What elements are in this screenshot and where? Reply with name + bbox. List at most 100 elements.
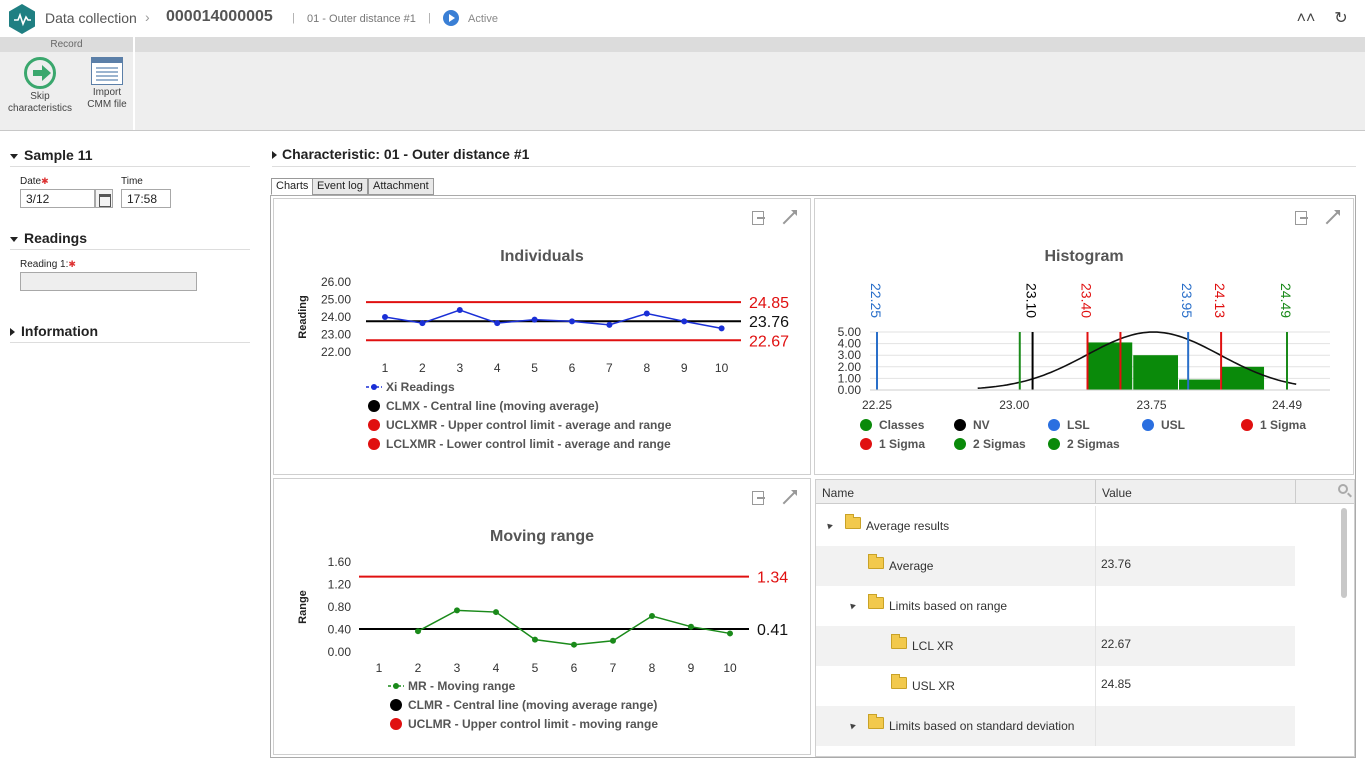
sample-section-header[interactable]: Sample 11 bbox=[10, 147, 93, 163]
y-tick-label: 24.00 bbox=[321, 310, 351, 324]
chart-title: Moving range bbox=[490, 528, 594, 545]
refresh-icon[interactable]: ↻ bbox=[1334, 10, 1348, 27]
individuals-chart: IndividualsReading26.0025.0024.0023.0022… bbox=[297, 248, 789, 451]
tree-row[interactable]: Limits based on standard deviation bbox=[816, 706, 1295, 746]
x-tick-label: 23.00 bbox=[999, 398, 1029, 412]
panel-tools bbox=[1295, 210, 1341, 227]
top-bar: Data collection › 000014000005 | 01 - Ou… bbox=[0, 0, 1365, 37]
tree-row[interactable]: Average results bbox=[816, 506, 1295, 546]
column-divider bbox=[1095, 626, 1096, 666]
collapse-up-icon[interactable]: ˄˄ bbox=[1296, 10, 1316, 27]
histogram-bar bbox=[1087, 342, 1133, 390]
tree-row[interactable]: LCL XR 22.67 bbox=[816, 626, 1295, 666]
tree-row-name: Average results bbox=[866, 519, 950, 533]
date-label: Date✱ bbox=[20, 176, 49, 187]
legend-label: LSL bbox=[1067, 418, 1090, 432]
expand-toggle-icon[interactable] bbox=[825, 521, 833, 530]
control-line-label: 1.34 bbox=[757, 570, 788, 587]
y-axis-label: Range bbox=[297, 590, 309, 624]
x-tick-label: 8 bbox=[649, 661, 656, 675]
panel-tools bbox=[752, 490, 798, 507]
expand-icon[interactable] bbox=[1324, 210, 1340, 225]
breadcrumb-divider: | bbox=[428, 12, 431, 24]
y-tick-label: 3.00 bbox=[838, 348, 862, 362]
legend-marker bbox=[1241, 419, 1253, 431]
section-divider bbox=[10, 249, 250, 250]
legend-marker bbox=[1048, 438, 1060, 450]
reading1-field[interactable] bbox=[20, 272, 197, 291]
data-point bbox=[643, 310, 650, 317]
tab-event-log[interactable]: Event log bbox=[312, 178, 368, 195]
data-point bbox=[718, 325, 725, 332]
limit-line-label: 23.10 bbox=[1024, 283, 1040, 318]
app-title[interactable]: Data collection bbox=[45, 10, 137, 26]
panel-tools bbox=[752, 210, 798, 227]
skip-arrow-icon bbox=[24, 57, 56, 89]
data-point bbox=[382, 314, 388, 320]
column-divider bbox=[1095, 586, 1096, 626]
section-divider bbox=[10, 342, 250, 343]
tree-row[interactable]: USL XR 24.85 bbox=[816, 666, 1295, 706]
readings-section-header[interactable]: Readings bbox=[10, 230, 87, 246]
vertical-scrollbar[interactable] bbox=[1341, 508, 1347, 598]
import-cmm-file-button[interactable]: Import CMM file bbox=[86, 57, 128, 111]
characteristic-header[interactable]: Characteristic: 01 - Outer distance #1 bbox=[272, 146, 529, 162]
column-header-name[interactable]: Name bbox=[822, 486, 855, 500]
status-label: Active bbox=[468, 13, 498, 25]
control-line-label: 22.67 bbox=[749, 333, 789, 350]
ribbon-strip bbox=[135, 37, 1365, 52]
x-tick-label: 5 bbox=[531, 361, 538, 375]
limit-line-label: 24.13 bbox=[1212, 283, 1228, 318]
import-file-icon bbox=[91, 57, 123, 85]
legend-label: Classes bbox=[879, 418, 925, 432]
skip-characteristics-button[interactable]: Skip characteristics bbox=[3, 57, 77, 115]
export-icon[interactable] bbox=[1295, 211, 1308, 225]
play-icon[interactable] bbox=[443, 10, 459, 26]
data-point bbox=[454, 607, 460, 614]
legend-label: 1 Sigma bbox=[879, 437, 925, 451]
x-tick-label: 22.25 bbox=[862, 398, 892, 412]
time-field[interactable]: 17:58 bbox=[121, 189, 171, 208]
tree-row-name: LCL XR bbox=[912, 639, 954, 653]
legend-label: 2 Sigmas bbox=[1067, 437, 1120, 451]
column-divider[interactable] bbox=[1295, 480, 1296, 504]
app-logo-icon bbox=[9, 4, 35, 34]
legend-marker bbox=[1048, 419, 1060, 431]
calendar-icon[interactable] bbox=[95, 189, 113, 208]
control-line-label: 23.76 bbox=[749, 314, 789, 331]
tab-charts[interactable]: Charts bbox=[271, 178, 314, 195]
data-point bbox=[569, 318, 575, 325]
expand-icon[interactable] bbox=[781, 210, 797, 225]
expand-icon[interactable] bbox=[781, 490, 797, 505]
legend-label: USL bbox=[1161, 418, 1185, 432]
export-icon[interactable] bbox=[752, 211, 765, 225]
x-tick-label: 3 bbox=[456, 361, 463, 375]
tree-row[interactable]: Limits based on range bbox=[816, 586, 1295, 626]
x-tick-label: 3 bbox=[454, 661, 461, 675]
tree-row[interactable]: Average 23.76 bbox=[816, 546, 1295, 586]
column-header-value[interactable]: Value bbox=[1102, 486, 1132, 500]
y-tick-label: 1.20 bbox=[328, 578, 352, 592]
search-icon[interactable] bbox=[1338, 484, 1348, 494]
folder-icon bbox=[891, 634, 907, 649]
x-tick-label: 6 bbox=[569, 361, 576, 375]
section-divider bbox=[272, 166, 1356, 167]
expand-toggle-icon[interactable] bbox=[848, 601, 856, 610]
column-divider[interactable] bbox=[1095, 480, 1096, 504]
tab-attachment[interactable]: Attachment bbox=[368, 178, 434, 195]
data-point bbox=[531, 316, 538, 323]
legend-label: Xi Readings bbox=[386, 380, 455, 394]
legend-marker bbox=[390, 718, 402, 730]
export-icon[interactable] bbox=[752, 491, 765, 505]
tree-row-name: Limits based on range bbox=[889, 599, 1008, 613]
information-section-header[interactable]: Information bbox=[10, 323, 98, 339]
expand-toggle-icon[interactable] bbox=[848, 721, 856, 730]
section-divider bbox=[10, 166, 250, 167]
legend-label: 1 Sigma bbox=[1260, 418, 1306, 432]
date-field[interactable]: 3/12 bbox=[20, 189, 95, 208]
breadcrumb-chevron-icon: › bbox=[145, 9, 150, 25]
limit-line-label: 23.95 bbox=[1179, 283, 1195, 318]
x-tick-label: 24.49 bbox=[1272, 398, 1302, 412]
tree-row-name: USL XR bbox=[912, 679, 955, 693]
